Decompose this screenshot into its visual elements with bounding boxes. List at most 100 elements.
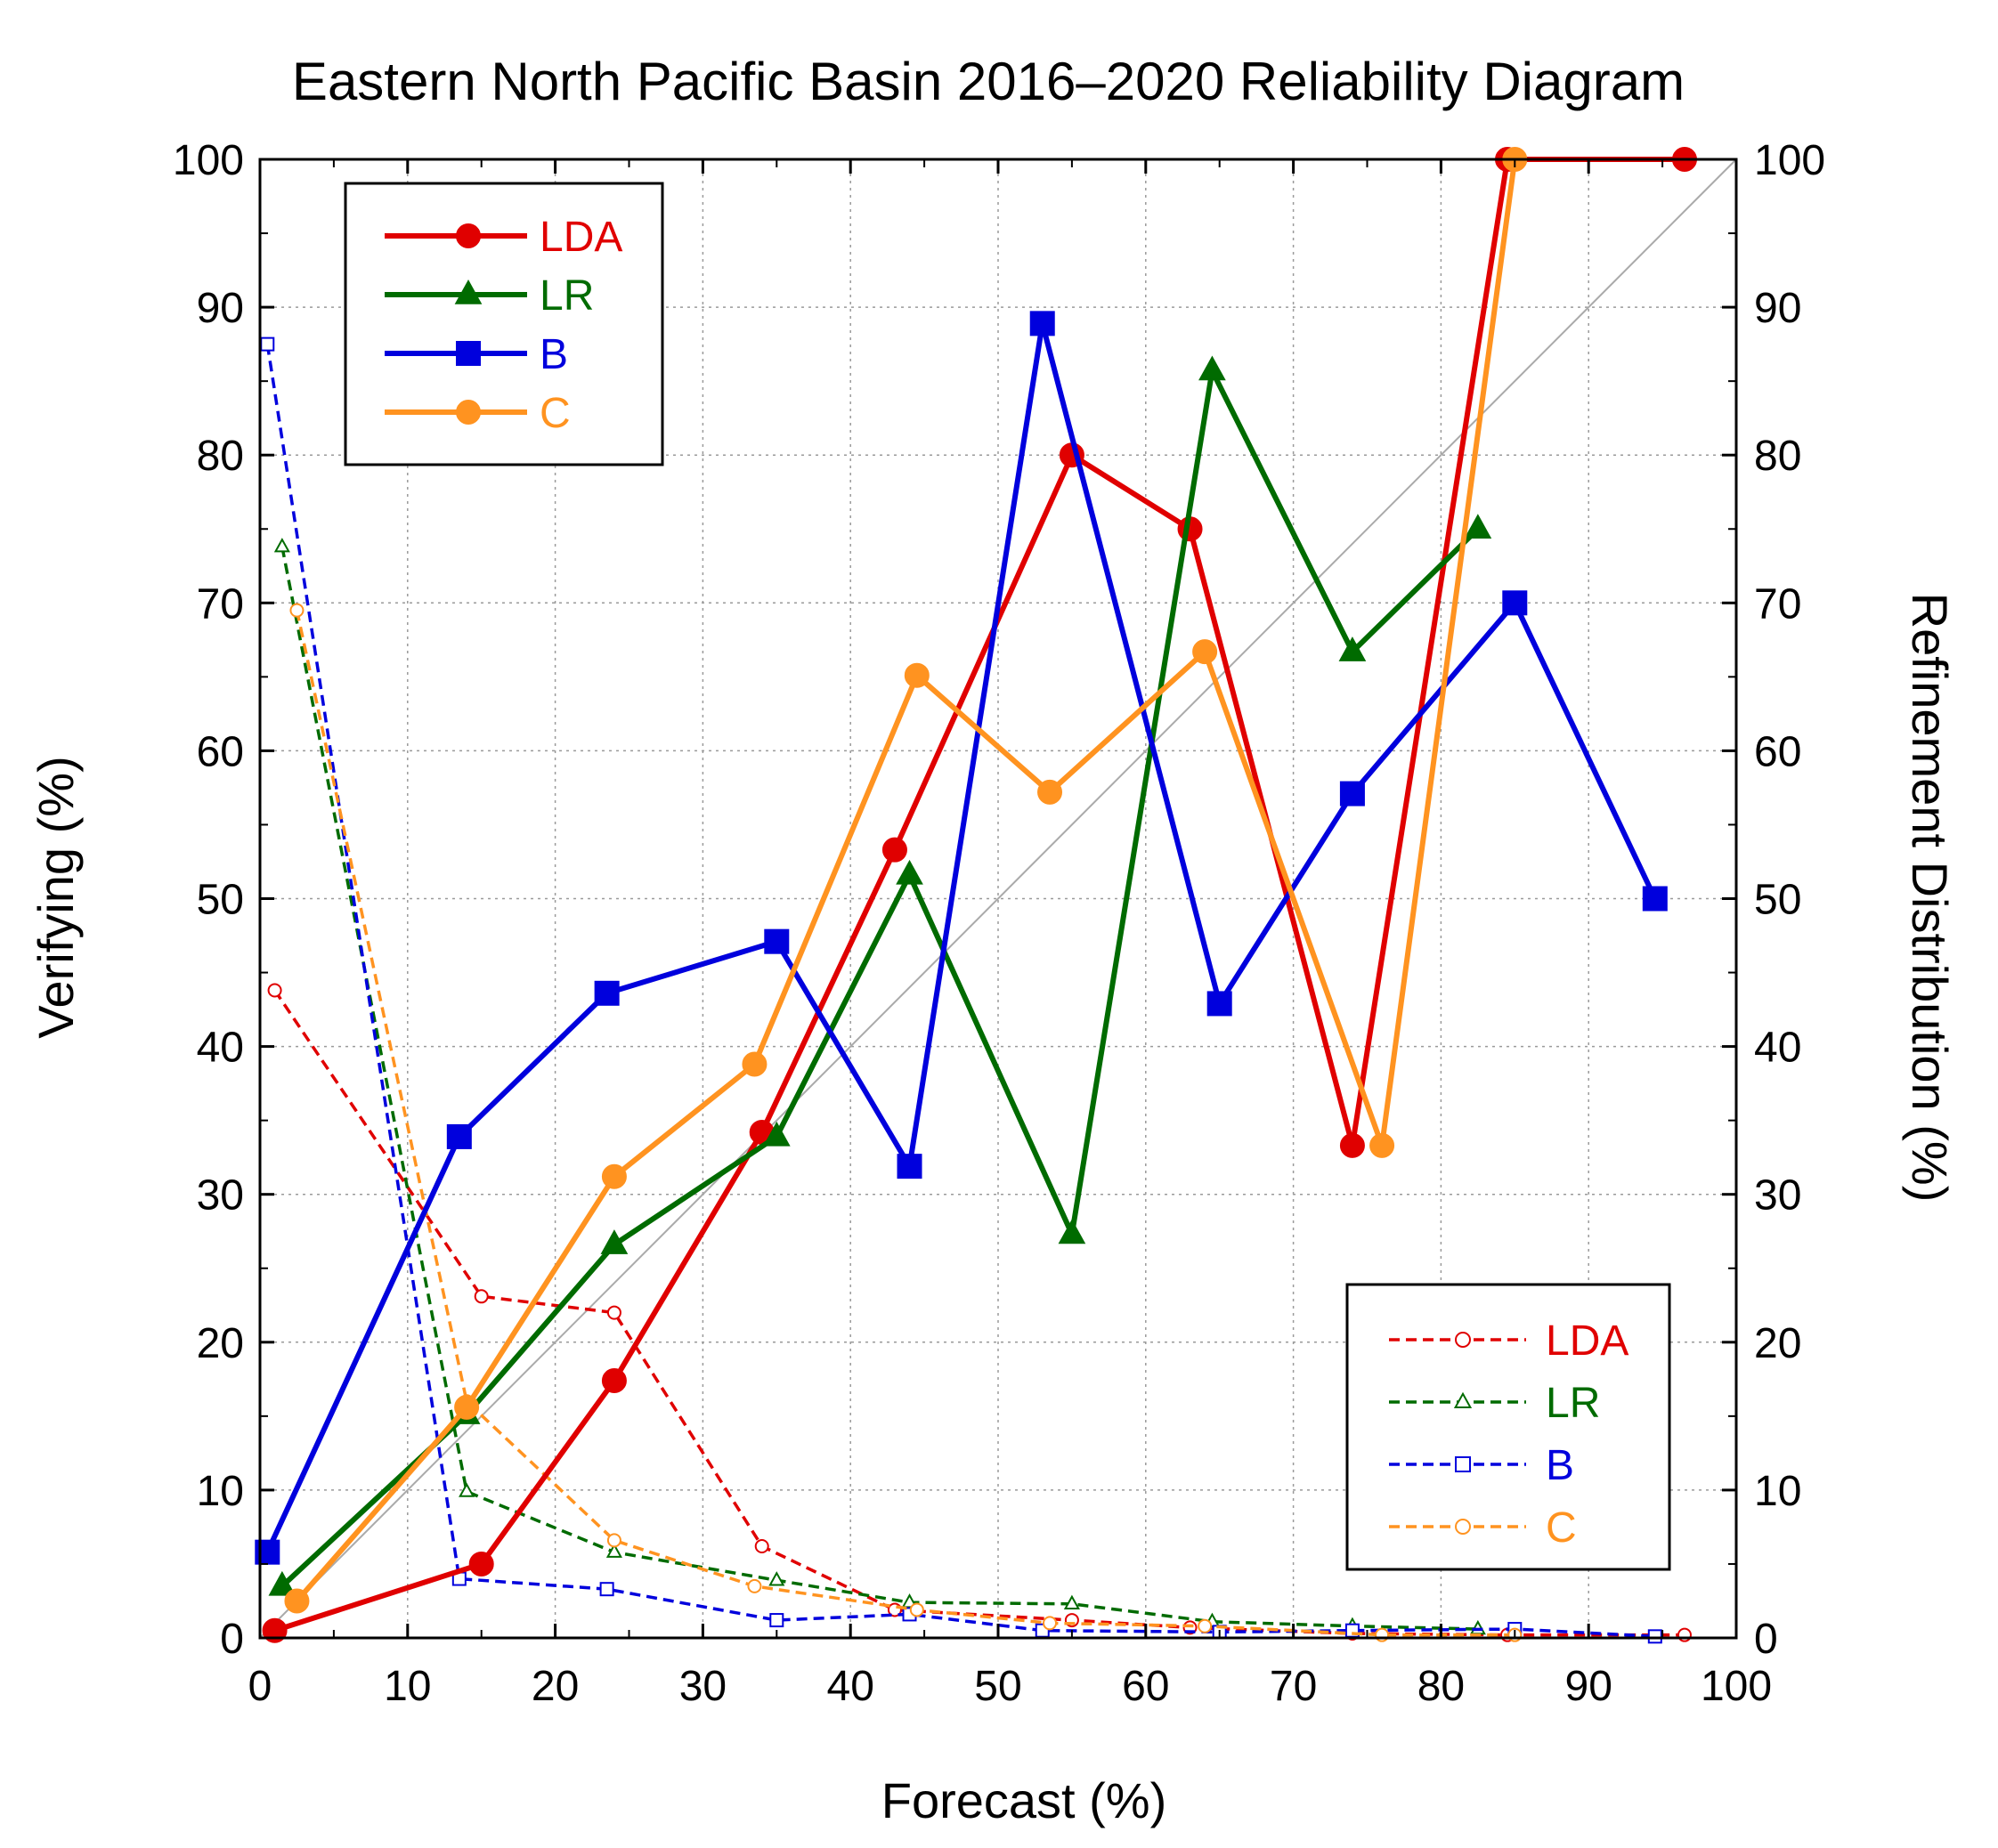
- x-tick-label: 50: [974, 1663, 1021, 1710]
- data-point-reliability-c: [284, 1588, 310, 1614]
- series-reliability-lr: [268, 355, 1492, 1596]
- data-point-reliability-lda: [262, 1617, 288, 1643]
- series-line-reliability-b: [264, 320, 1658, 1553]
- legend-refinement: LDA LR BC: [1345, 1283, 1671, 1571]
- y-tick-label: 40: [197, 1025, 244, 1072]
- data-point-refinement-lr: [605, 1543, 622, 1558]
- legend-marker-lr: [454, 279, 483, 304]
- data-point-reliability-b: [1206, 991, 1232, 1017]
- y-tick-label: 70: [197, 580, 244, 628]
- series-line-refinement-b: [265, 344, 1655, 1639]
- data-point-refinement-c: [747, 1578, 762, 1593]
- data-point-reliability-c: [601, 1163, 627, 1189]
- x-axis-label: Forecast (%): [881, 1772, 1167, 1828]
- x-tick-label: 100: [1701, 1663, 1772, 1710]
- data-point-refinement-b: [260, 336, 275, 352]
- y2-tick-label: 10: [1754, 1468, 1801, 1515]
- series-line-reliability-lda: [273, 157, 1685, 1633]
- legend-label-b: B: [540, 331, 568, 378]
- series-layer: [255, 147, 1697, 1644]
- legend-reliability: LDA LR BC: [344, 182, 664, 466]
- legend-marker-b: [456, 341, 481, 366]
- y2-tick-label: 80: [1754, 433, 1801, 480]
- y2-tick-label: 60: [1754, 728, 1801, 775]
- data-point-reliability-lr: [1464, 514, 1492, 539]
- data-point-refinement-b: [1647, 1629, 1662, 1644]
- x-tick-label: 80: [1417, 1663, 1465, 1710]
- y-tick-label: 50: [197, 877, 244, 924]
- series-refinement-c: [289, 603, 1523, 1642]
- data-point-refinement-lda: [1677, 1627, 1692, 1642]
- series-reliability-c: [284, 147, 1528, 1614]
- data-point-refinement-c: [909, 1602, 924, 1617]
- y-tick-label: 100: [173, 137, 244, 184]
- legend-label-lda: LDA: [1546, 1317, 1628, 1365]
- y-tick-label: 0: [220, 1616, 244, 1663]
- series-refinement-lr: [273, 538, 1486, 1635]
- data-point-reliability-b: [1502, 590, 1528, 616]
- y-tick-label: 20: [197, 1320, 244, 1367]
- data-point-reliability-c: [1369, 1132, 1395, 1158]
- legend-label-lr: LR: [540, 272, 594, 320]
- y-tick-label: 90: [197, 285, 244, 332]
- data-point-reliability-c: [454, 1394, 480, 1420]
- data-point-reliability-b: [446, 1123, 472, 1149]
- series-line-refinement-lr: [280, 546, 1478, 1631]
- legend-label-c: C: [1546, 1504, 1577, 1552]
- perfect-reliability-diagonal: [259, 158, 1737, 1639]
- y2-tick-label: 40: [1754, 1025, 1801, 1072]
- y2-tick-label: 20: [1754, 1320, 1801, 1367]
- data-point-reliability-c: [1037, 779, 1063, 805]
- data-point-reliability-c: [904, 662, 930, 688]
- x-tick-label: 90: [1565, 1663, 1612, 1710]
- legend-marker-lda: [456, 223, 481, 248]
- data-point-reliability-lda: [1339, 1132, 1365, 1158]
- data-point-refinement-b: [769, 1613, 784, 1628]
- y-tick-label: 80: [197, 433, 244, 480]
- data-point-reliability-lda: [468, 1551, 494, 1576]
- legend-label-lda: LDA: [540, 214, 622, 261]
- legend-box: [1345, 1283, 1671, 1571]
- x-tick-label: 60: [1122, 1663, 1169, 1710]
- legend-label-lr: LR: [1546, 1380, 1600, 1427]
- data-point-refinement-c: [1375, 1627, 1390, 1642]
- data-point-refinement-lr: [768, 1571, 785, 1586]
- data-point-refinement-lda: [754, 1539, 769, 1554]
- y2-tick-label: 50: [1754, 877, 1801, 924]
- data-point-refinement-c: [606, 1533, 621, 1548]
- y-tick-label: 10: [197, 1468, 244, 1515]
- data-point-reliability-lr: [268, 1570, 296, 1596]
- data-point-reliability-c: [742, 1051, 768, 1077]
- data-point-reliability-lr: [1058, 1219, 1086, 1244]
- legend-marker-b: [1455, 1456, 1471, 1472]
- data-point-refinement-lda: [474, 1289, 489, 1304]
- data-point-refinement-c: [1043, 1616, 1058, 1631]
- data-point-reliability-lr: [896, 859, 923, 885]
- x-tick-label: 40: [827, 1663, 874, 1710]
- data-point-reliability-c: [1192, 639, 1218, 665]
- y2-tick-label: 30: [1754, 1172, 1801, 1220]
- data-point-reliability-lr: [600, 1229, 629, 1254]
- x-tick-label: 30: [679, 1663, 727, 1710]
- legend-label-b: B: [1546, 1442, 1574, 1489]
- legend-box: [344, 182, 664, 466]
- data-point-refinement-lda: [267, 983, 282, 998]
- legend-marker-lr: [1453, 1391, 1473, 1408]
- data-point-refinement-c: [289, 603, 305, 618]
- y2-tick-label: 100: [1754, 137, 1825, 184]
- data-point-reliability-b: [1339, 781, 1365, 806]
- x-tick-label: 70: [1270, 1663, 1317, 1710]
- y2-tick-label: 90: [1754, 285, 1801, 332]
- data-point-reliability-b: [897, 1154, 922, 1179]
- data-point-refinement-lr: [459, 1482, 475, 1497]
- data-point-refinement-lda: [606, 1305, 621, 1320]
- legend-marker-lda: [1455, 1332, 1471, 1348]
- data-point-refinement-lr: [273, 538, 290, 553]
- chart-title: Eastern North Pacific Basin 2016–2020 Re…: [292, 52, 1685, 111]
- data-point-reliability-b: [1642, 886, 1668, 912]
- x-tick-label: 0: [248, 1663, 272, 1710]
- data-point-reliability-lr: [762, 1121, 791, 1147]
- data-point-refinement-lr: [1063, 1594, 1080, 1610]
- x-tick-label: 20: [532, 1663, 579, 1710]
